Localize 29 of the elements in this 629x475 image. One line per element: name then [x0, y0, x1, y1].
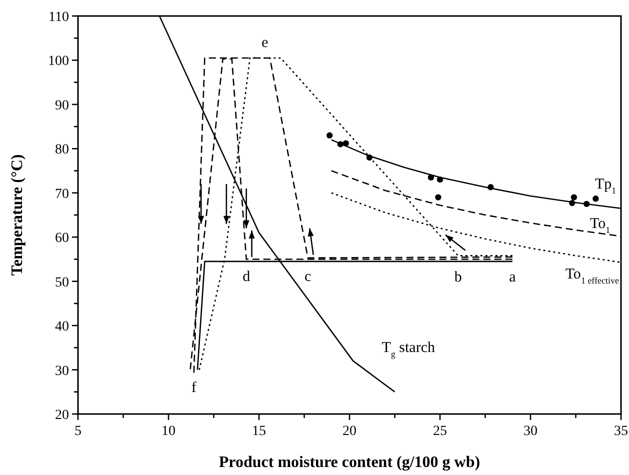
annotation: To$_{1}$: [590, 216, 610, 236]
y-tick-label: 70: [55, 186, 69, 202]
y-tick-label: 90: [55, 98, 69, 114]
annotation: c: [304, 268, 312, 285]
annotation: a: [509, 269, 516, 286]
y-tick-label: 40: [55, 320, 69, 335]
annotation: Tp$_{1}$: [595, 176, 616, 196]
annotation: T$_{g}$ starch: [382, 340, 436, 359]
x-tick-label: 35: [614, 424, 628, 439]
annotation: To$_{1 effective}$: [565, 266, 620, 286]
x-tick-label: 30: [524, 424, 538, 439]
x-tick-label: 10: [162, 424, 176, 439]
y-tick-label: 100: [48, 54, 69, 70]
annotation: d: [242, 269, 251, 286]
x-tick-label: 5: [74, 424, 82, 439]
y-axis-title: Temperature (°C): [9, 154, 26, 276]
x-tick-label: 25: [433, 424, 447, 439]
y-tick-label: 20: [55, 408, 69, 423]
y-tick-label: 60: [55, 231, 69, 246]
annotation: e: [262, 35, 269, 52]
y-tick-label: 80: [55, 142, 69, 158]
annotation: f: [191, 380, 196, 396]
x-tick-label: 15: [252, 424, 266, 439]
y-tick-label: 110: [48, 10, 69, 25]
y-tick-label: 30: [55, 364, 69, 379]
x-axis-title: Product moisture content (g/100 g wb): [218, 454, 480, 471]
annotation: b: [454, 270, 462, 286]
y-tick-label: 50: [55, 275, 69, 290]
x-tick-label: 20: [342, 424, 356, 439]
